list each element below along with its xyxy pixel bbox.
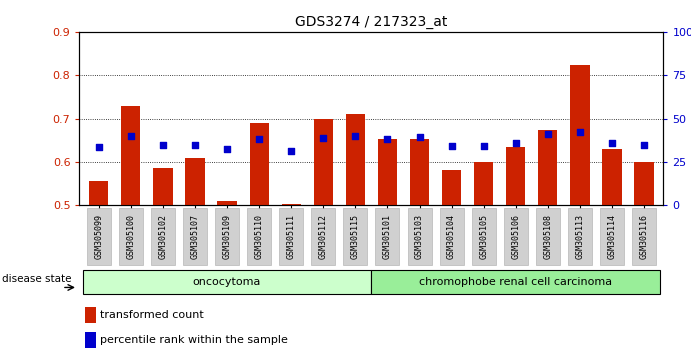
Point [478, 143, 489, 149]
Bar [85, 332, 96, 348]
Text: GSM305115: GSM305115 [351, 214, 360, 259]
Point [607, 141, 618, 146]
Text: GSM305101: GSM305101 [383, 214, 392, 259]
Text: GSM305116: GSM305116 [640, 214, 649, 259]
Bar [474, 162, 493, 205]
FancyBboxPatch shape [215, 208, 239, 265]
Bar [83, 270, 371, 294]
Title: GDS3274 / 217323_at: GDS3274 / 217323_at [295, 16, 448, 29]
Point [318, 135, 329, 141]
Bar [218, 201, 236, 205]
FancyBboxPatch shape [536, 208, 560, 265]
Bar [538, 130, 558, 205]
Text: GSM305108: GSM305108 [543, 214, 552, 259]
FancyBboxPatch shape [439, 208, 464, 265]
Point [638, 143, 650, 148]
FancyBboxPatch shape [632, 208, 656, 265]
Point [510, 141, 521, 146]
FancyBboxPatch shape [183, 208, 207, 265]
Text: GSM305104: GSM305104 [447, 214, 456, 259]
Point [382, 137, 393, 142]
Text: GSM305112: GSM305112 [319, 214, 328, 259]
Bar [570, 65, 589, 205]
Text: oncocytoma: oncocytoma [193, 277, 261, 287]
Bar [249, 123, 269, 205]
Bar [153, 169, 173, 205]
Text: GSM305105: GSM305105 [479, 214, 489, 259]
Bar [346, 114, 365, 205]
Bar [185, 159, 205, 205]
Text: GSM305102: GSM305102 [158, 214, 167, 259]
FancyBboxPatch shape [311, 208, 335, 265]
Point [414, 134, 425, 139]
FancyBboxPatch shape [343, 208, 368, 265]
Bar [634, 162, 654, 205]
Text: GSM305100: GSM305100 [126, 214, 135, 259]
Point [158, 143, 169, 148]
FancyBboxPatch shape [119, 208, 143, 265]
Point [542, 131, 553, 137]
Text: GSM305106: GSM305106 [511, 214, 520, 259]
Bar [314, 119, 333, 205]
Point [574, 130, 585, 135]
Text: chromophobe renal cell carcinoma: chromophobe renal cell carcinoma [419, 277, 612, 287]
Text: percentile rank within the sample: percentile rank within the sample [100, 335, 287, 346]
Bar [603, 149, 622, 205]
Bar [371, 270, 660, 294]
Point [350, 133, 361, 139]
FancyBboxPatch shape [600, 208, 624, 265]
FancyBboxPatch shape [86, 208, 111, 265]
Point [446, 143, 457, 149]
Text: GSM305110: GSM305110 [254, 214, 264, 259]
Text: disease state: disease state [1, 274, 71, 284]
Text: GSM305107: GSM305107 [191, 214, 200, 259]
Point [93, 144, 104, 150]
Bar [410, 139, 429, 205]
FancyBboxPatch shape [472, 208, 495, 265]
Point [285, 148, 296, 154]
Text: transformed count: transformed count [100, 310, 204, 320]
Bar [506, 147, 525, 205]
Bar [89, 182, 108, 205]
Point [254, 137, 265, 142]
Text: GSM305099: GSM305099 [94, 214, 103, 259]
Bar [281, 204, 301, 205]
Text: GSM305114: GSM305114 [607, 214, 616, 259]
Bar [442, 170, 461, 205]
Text: GSM305113: GSM305113 [576, 214, 585, 259]
Point [222, 146, 233, 152]
FancyBboxPatch shape [568, 208, 592, 265]
FancyBboxPatch shape [408, 208, 432, 265]
FancyBboxPatch shape [375, 208, 399, 265]
Text: GSM305109: GSM305109 [223, 214, 231, 259]
FancyBboxPatch shape [247, 208, 271, 265]
FancyBboxPatch shape [279, 208, 303, 265]
Point [189, 143, 200, 148]
Point [125, 133, 136, 139]
FancyBboxPatch shape [504, 208, 528, 265]
Bar [121, 105, 140, 205]
FancyBboxPatch shape [151, 208, 175, 265]
Text: GSM305111: GSM305111 [287, 214, 296, 259]
Text: GSM305103: GSM305103 [415, 214, 424, 259]
Bar [85, 307, 96, 323]
Bar [378, 139, 397, 205]
